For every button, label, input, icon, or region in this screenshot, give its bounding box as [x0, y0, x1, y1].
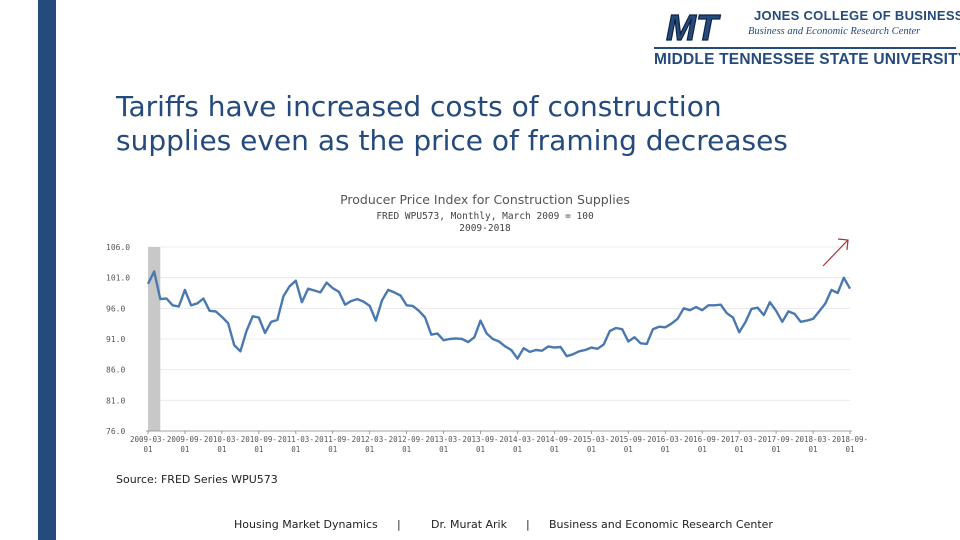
x-tick-label: 2015-03-01	[573, 435, 609, 454]
chart-x-axis: 2009-03-012009-09-012010-03-012010-09-01…	[130, 430, 868, 454]
left-accent-bar	[38, 0, 56, 540]
x-tick-label-day: 01	[143, 445, 152, 454]
trend-arrow-shaft	[822, 239, 849, 267]
x-tick-label-date: 2015-03-	[573, 435, 609, 444]
x-tick-label-day: 01	[217, 445, 226, 454]
x-tick-label: 2012-09-01	[389, 435, 425, 454]
x-tick-label-date: 2012-03-	[352, 435, 388, 444]
x-tick-label: 2014-09-01	[536, 435, 572, 454]
x-tick-label-day: 01	[624, 445, 633, 454]
x-tick-label-day: 01	[439, 445, 448, 454]
y-tick-label: 86.0	[106, 366, 125, 375]
chart-subtitle: FRED WPU573, Monthly, March 2009 = 100	[376, 211, 594, 222]
footer-author: Dr. Murat Arik	[431, 518, 507, 531]
university-logo: MT JONES COLLEGE OF BUSINESS Business an…	[654, 4, 960, 68]
research-center-name: Business and Economic Research Center	[748, 26, 921, 37]
x-tick-label-date: 2011-03-	[278, 435, 314, 444]
mt-logo-mark: MT	[654, 6, 730, 50]
college-name: JONES COLLEGE OF BUSINESS	[754, 8, 960, 23]
x-tick-label: 2010-03-01	[204, 435, 240, 454]
x-tick-label-day: 01	[291, 445, 300, 454]
x-tick-label: 2016-03-01	[647, 435, 683, 454]
x-tick-label-date: 2012-09-	[389, 435, 425, 444]
chart-period: 2009-2018	[459, 223, 511, 234]
x-tick-label: 2015-09-01	[610, 435, 646, 454]
x-tick-label: 2010-09-01	[241, 435, 277, 454]
y-tick-label: 101.0	[106, 274, 130, 283]
x-tick-label: 2013-03-01	[426, 435, 462, 454]
y-tick-label: 81.0	[106, 396, 125, 405]
x-tick-label: 2014-03-01	[499, 435, 535, 454]
x-tick-label: 2011-09-01	[315, 435, 351, 454]
x-tick-label-day: 01	[402, 445, 411, 454]
x-tick-label-date: 2010-09-	[241, 435, 277, 444]
x-tick-label-date: 2011-09-	[315, 435, 351, 444]
x-tick-label: 2009-09-01	[167, 435, 203, 454]
y-tick-label: 91.0	[106, 335, 125, 344]
x-tick-label: 2016-09-01	[684, 435, 720, 454]
x-tick-label: 2011-03-01	[278, 435, 314, 454]
x-tick-label-day: 01	[180, 445, 189, 454]
x-tick-label-date: 2015-09-	[610, 435, 646, 444]
footer-course: Housing Market Dynamics	[234, 518, 378, 531]
chart-shaded-region	[148, 247, 161, 431]
footer-separator: |	[397, 518, 401, 531]
x-tick-label-date: 2014-09-	[536, 435, 572, 444]
trend-arrow-icon	[822, 238, 849, 267]
x-tick-label-day: 01	[587, 445, 596, 454]
x-tick-label-day: 01	[513, 445, 522, 454]
x-tick-label-day: 01	[476, 445, 485, 454]
recession-shade	[148, 247, 161, 431]
x-tick-label-date: 2016-09-	[684, 435, 720, 444]
title-line-1: Tariffs have increased costs of construc…	[116, 90, 722, 123]
y-tick-label: 76.0	[106, 427, 125, 436]
x-tick-label-day: 01	[735, 445, 744, 454]
footer-separator: |	[526, 518, 530, 531]
logo-divider	[654, 47, 956, 49]
x-tick-label-date: 2009-09-	[167, 435, 203, 444]
x-tick-label-day: 01	[809, 445, 818, 454]
x-tick-label-day: 01	[254, 445, 263, 454]
x-tick-label: 2018-09-01	[832, 435, 868, 454]
x-tick-label-date: 2013-09-	[462, 435, 498, 444]
x-tick-label-date: 2016-03-	[647, 435, 683, 444]
chart-title: Producer Price Index for Construction Su…	[340, 192, 630, 207]
x-tick-label: 2018-03-01	[795, 435, 831, 454]
university-name: MIDDLE TENNESSEE STATE UNIVERSITY	[654, 51, 960, 68]
x-tick-label-date: 2018-09-	[832, 435, 868, 444]
x-tick-label-date: 2017-03-	[721, 435, 757, 444]
x-tick-label-date: 2010-03-	[204, 435, 240, 444]
x-tick-label-day: 01	[661, 445, 670, 454]
x-tick-label: 2017-03-01	[721, 435, 757, 454]
x-tick-label-day: 01	[550, 445, 559, 454]
chart-series	[146, 270, 852, 360]
x-tick-label-day: 01	[365, 445, 374, 454]
x-tick-label-date: 2018-03-	[795, 435, 831, 444]
source-note: Source: FRED Series WPU573	[116, 473, 278, 486]
x-tick-label-date: 2009-03-	[130, 435, 166, 444]
x-tick-label: 2012-03-01	[352, 435, 388, 454]
x-tick-label: 2017-09-01	[758, 435, 794, 454]
x-tick-label-day: 01	[772, 445, 781, 454]
x-tick-label-date: 2013-03-	[426, 435, 462, 444]
x-tick-label-day: 01	[698, 445, 707, 454]
slide-title: Tariffs have increased costs of construc…	[116, 90, 936, 158]
y-tick-label: 106.0	[106, 243, 130, 252]
y-tick-label: 96.0	[106, 304, 125, 313]
ppi-line-chart: Producer Price Index for Construction Su…	[106, 192, 868, 454]
x-tick-label: 2009-03-01	[130, 435, 166, 454]
series-line-wpu573	[146, 270, 852, 360]
x-tick-label-date: 2014-03-	[499, 435, 535, 444]
title-line-2: supplies even as the price of framing de…	[116, 124, 788, 157]
chart-gridlines: 106.0 101.0 96.0 91.0 86.0 81.0 76.0	[106, 243, 850, 436]
footer-org: Business and Economic Research Center	[549, 518, 773, 531]
trend-arrow-head	[837, 238, 849, 251]
x-tick-label-day: 01	[328, 445, 337, 454]
logo-mark-text: MT	[666, 7, 721, 48]
x-tick-label-day: 01	[845, 445, 854, 454]
x-tick-label: 2013-09-01	[462, 435, 498, 454]
x-tick-label-date: 2017-09-	[758, 435, 794, 444]
